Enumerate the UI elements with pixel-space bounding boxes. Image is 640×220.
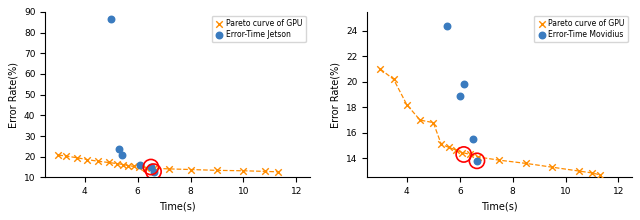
Pareto curve of GPU [587, 171, 597, 175]
Point [148, 170, 159, 173]
Error-Time Jetson [146, 165, 156, 169]
Pareto curve of GPU [83, 158, 93, 161]
Pareto curve of GPU [473, 155, 483, 159]
Pareto curve of GPU [573, 169, 584, 173]
Error-Time Jetson [148, 170, 159, 173]
Pareto curve of GPU [273, 170, 283, 174]
Error-Time Jetson [106, 17, 116, 21]
Pareto curve of GPU [93, 160, 103, 163]
Error-Time Jetson [135, 163, 145, 167]
Y-axis label: Error Rate(%): Error Rate(%) [330, 62, 340, 128]
Point [459, 153, 469, 156]
X-axis label: Time(s): Time(s) [159, 202, 196, 212]
Pareto curve of GPU [375, 67, 385, 71]
Pareto curve of GPU [494, 158, 504, 162]
Pareto curve of GPU [104, 161, 114, 164]
Pareto curve of GPU [428, 121, 438, 124]
Pareto curve of GPU [415, 118, 425, 122]
Pareto curve of GPU [129, 165, 139, 168]
Error-Time Movidius [472, 159, 482, 163]
Error-Time Movidius [468, 137, 478, 140]
Pareto curve of GPU [259, 170, 269, 173]
Legend: Pareto curve of GPU, Error-Time Movidius: Pareto curve of GPU, Error-Time Movidius [534, 16, 628, 42]
Pareto curve of GPU [72, 156, 82, 160]
Point [472, 159, 482, 163]
Pareto curve of GPU [521, 162, 531, 165]
Pareto curve of GPU [547, 165, 557, 169]
Error-Time Movidius [442, 24, 452, 28]
Pareto curve of GPU [238, 169, 248, 172]
Pareto curve of GPU [444, 146, 454, 149]
Pareto curve of GPU [124, 164, 134, 167]
Error-Time Movidius [459, 83, 469, 86]
Y-axis label: Error Rate(%): Error Rate(%) [8, 62, 19, 128]
Pareto curve of GPU [118, 163, 128, 166]
Pareto curve of GPU [164, 167, 175, 171]
Pareto curve of GPU [148, 167, 159, 170]
Pareto curve of GPU [212, 169, 222, 172]
Error-Time Jetson [116, 153, 127, 157]
Pareto curve of GPU [451, 148, 461, 152]
Error-Time Jetson [114, 148, 124, 151]
Pareto curve of GPU [111, 162, 122, 165]
X-axis label: Time(s): Time(s) [481, 202, 518, 212]
Pareto curve of GPU [186, 168, 196, 171]
Pareto curve of GPU [134, 165, 144, 169]
Pareto curve of GPU [141, 166, 151, 169]
Error-Time Movidius [454, 94, 465, 98]
Pareto curve of GPU [595, 173, 605, 177]
Pareto curve of GPU [465, 153, 476, 156]
Pareto curve of GPU [458, 151, 468, 154]
Pareto curve of GPU [61, 154, 72, 158]
Pareto curve of GPU [388, 78, 399, 81]
Pareto curve of GPU [53, 153, 63, 157]
Pareto curve of GPU [436, 143, 446, 146]
Point [146, 165, 156, 169]
Legend: Pareto curve of GPU, Error-Time Jetson: Pareto curve of GPU, Error-Time Jetson [212, 16, 306, 42]
Pareto curve of GPU [402, 103, 412, 106]
